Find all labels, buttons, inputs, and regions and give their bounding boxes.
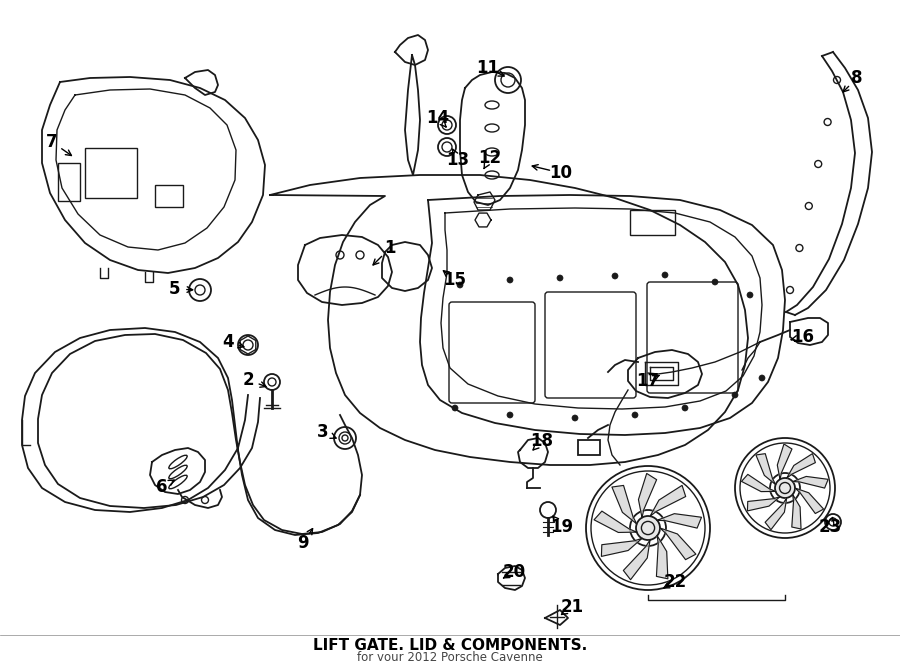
Circle shape (457, 282, 463, 288)
Polygon shape (793, 477, 828, 488)
Text: 1: 1 (384, 239, 396, 257)
Text: 17: 17 (636, 372, 660, 390)
Polygon shape (650, 485, 686, 516)
Text: 22: 22 (663, 573, 687, 591)
Bar (0, 630, 900, 661)
Circle shape (636, 516, 660, 540)
Circle shape (452, 405, 458, 411)
Text: 9: 9 (297, 534, 309, 552)
Text: 3: 3 (317, 423, 328, 441)
Polygon shape (612, 485, 636, 524)
Text: 14: 14 (427, 109, 450, 127)
Text: 23: 23 (818, 518, 842, 536)
Circle shape (747, 292, 753, 298)
Polygon shape (787, 453, 815, 478)
Polygon shape (601, 539, 642, 557)
Text: 2: 2 (242, 371, 254, 389)
Circle shape (682, 405, 688, 411)
Circle shape (759, 375, 765, 381)
Polygon shape (594, 511, 636, 533)
Circle shape (732, 392, 738, 398)
Text: 10: 10 (550, 164, 572, 182)
Text: for your 2012 Porsche Cayenne: for your 2012 Porsche Cayenne (357, 652, 543, 661)
Circle shape (612, 273, 618, 279)
Polygon shape (765, 498, 787, 529)
Text: 5: 5 (169, 280, 181, 298)
Polygon shape (792, 494, 801, 529)
Circle shape (712, 279, 718, 285)
Circle shape (775, 478, 795, 498)
Text: LIFT GATE. LID & COMPONENTS.: LIFT GATE. LID & COMPONENTS. (313, 637, 587, 652)
Text: 21: 21 (561, 598, 583, 616)
Text: 13: 13 (446, 151, 470, 169)
Bar (85, 148, 137, 198)
Polygon shape (624, 540, 650, 580)
Bar (630, 210, 675, 235)
Text: 19: 19 (551, 518, 573, 536)
Circle shape (507, 277, 513, 283)
Bar (155, 185, 183, 207)
Text: 18: 18 (530, 432, 554, 450)
Polygon shape (657, 514, 701, 528)
Polygon shape (756, 453, 776, 485)
Polygon shape (795, 488, 824, 514)
Circle shape (662, 272, 668, 278)
Circle shape (632, 412, 638, 418)
Text: 7: 7 (46, 133, 58, 151)
Text: 16: 16 (791, 328, 814, 346)
Polygon shape (778, 444, 792, 479)
Text: 11: 11 (476, 59, 500, 77)
Polygon shape (660, 528, 696, 560)
Text: 6: 6 (157, 478, 167, 496)
Text: 15: 15 (444, 271, 466, 289)
Text: 4: 4 (222, 333, 234, 351)
Bar (58, 163, 80, 201)
Text: 8: 8 (851, 69, 863, 87)
Circle shape (557, 275, 563, 281)
Polygon shape (747, 496, 780, 511)
Bar (578, 440, 600, 455)
Text: 12: 12 (479, 149, 501, 167)
Polygon shape (638, 473, 657, 518)
Polygon shape (656, 535, 668, 579)
Circle shape (507, 412, 513, 418)
Polygon shape (742, 475, 776, 492)
Text: 20: 20 (502, 563, 526, 581)
Circle shape (572, 415, 578, 421)
